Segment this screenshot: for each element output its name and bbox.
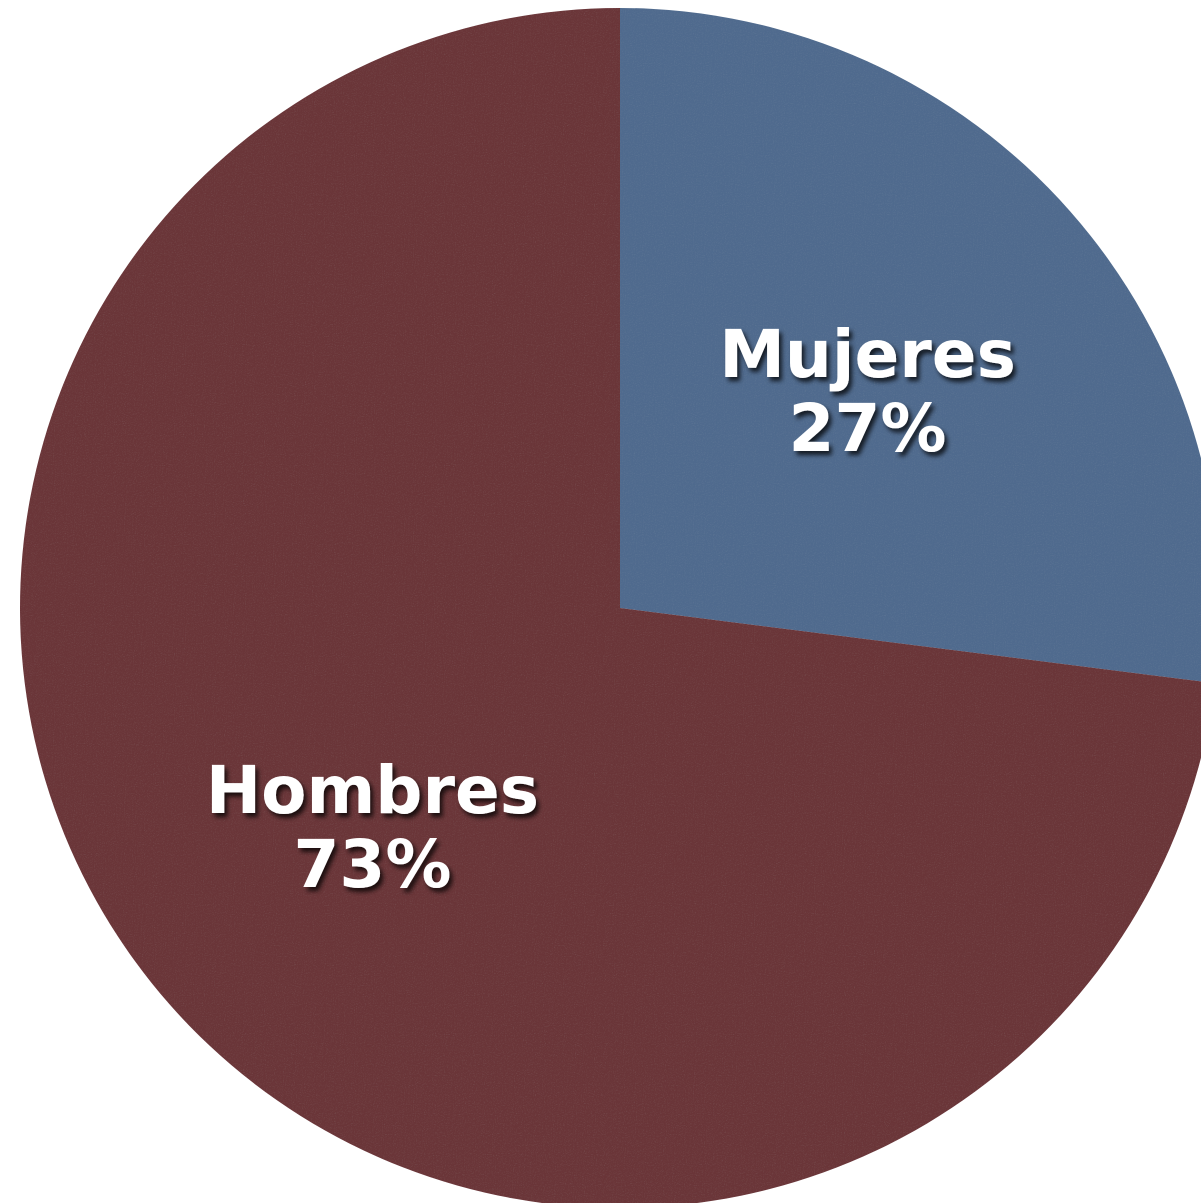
pie-slice-hombres	[20, 8, 1201, 1203]
pie-label-name-hombres: Hombres	[206, 752, 539, 829]
pie-slice-mujeres	[620, 8, 1201, 682]
pie-label-name-mujeres: Mujeres	[719, 316, 1016, 393]
pie-slices	[20, 8, 1201, 1203]
pie-label-value-mujeres: 27%	[789, 390, 947, 467]
pie-label-value-hombres: 73%	[293, 826, 451, 903]
